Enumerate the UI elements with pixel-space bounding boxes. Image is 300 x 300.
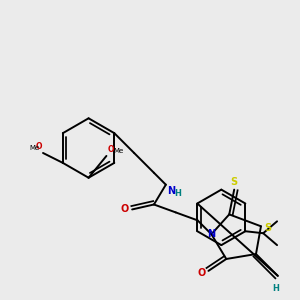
Text: O: O — [197, 268, 206, 278]
Text: O: O — [35, 142, 42, 151]
Text: S: S — [264, 223, 271, 233]
Text: S: S — [231, 177, 238, 187]
Text: Me: Me — [29, 145, 39, 151]
Text: H: H — [175, 189, 182, 198]
Text: H: H — [272, 284, 279, 293]
Text: Me: Me — [113, 148, 124, 154]
Text: N: N — [207, 229, 215, 239]
Text: N: N — [167, 186, 175, 196]
Text: O: O — [121, 204, 129, 214]
Text: O: O — [107, 145, 114, 154]
